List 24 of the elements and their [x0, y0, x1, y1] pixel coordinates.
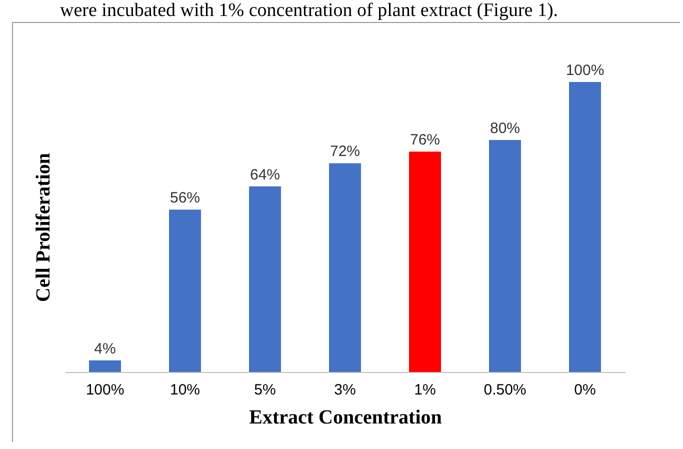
x-tick-label: 5% [254, 382, 276, 398]
x-tick-label: 3% [334, 382, 356, 398]
bar [89, 360, 121, 372]
data-label: 56% [170, 190, 200, 207]
bar [249, 186, 281, 372]
bar [329, 163, 361, 372]
x-axis-title: Extract Concentration [249, 406, 442, 428]
x-tick-label: 100% [86, 382, 124, 398]
data-label: 4% [94, 340, 116, 358]
x-tick-label: 0.50% [484, 382, 526, 398]
data-label: 64% [250, 166, 280, 184]
data-label: 72% [330, 143, 360, 160]
bar [409, 152, 441, 372]
x-tick-label: 0% [574, 382, 596, 398]
bar [569, 82, 601, 372]
x-tick-label: 1% [414, 382, 436, 398]
bar [169, 210, 201, 372]
data-label: 76% [410, 132, 440, 149]
data-label: 80% [490, 120, 520, 137]
text: were incubated with 1% concentration of plant extract (Figure 1). [59, 0, 560, 22]
bar [489, 140, 521, 372]
x-tick-label: 10% [170, 382, 200, 398]
y-axis-title: Cell Proliferation [32, 152, 54, 302]
data-label: 100% [566, 62, 604, 79]
